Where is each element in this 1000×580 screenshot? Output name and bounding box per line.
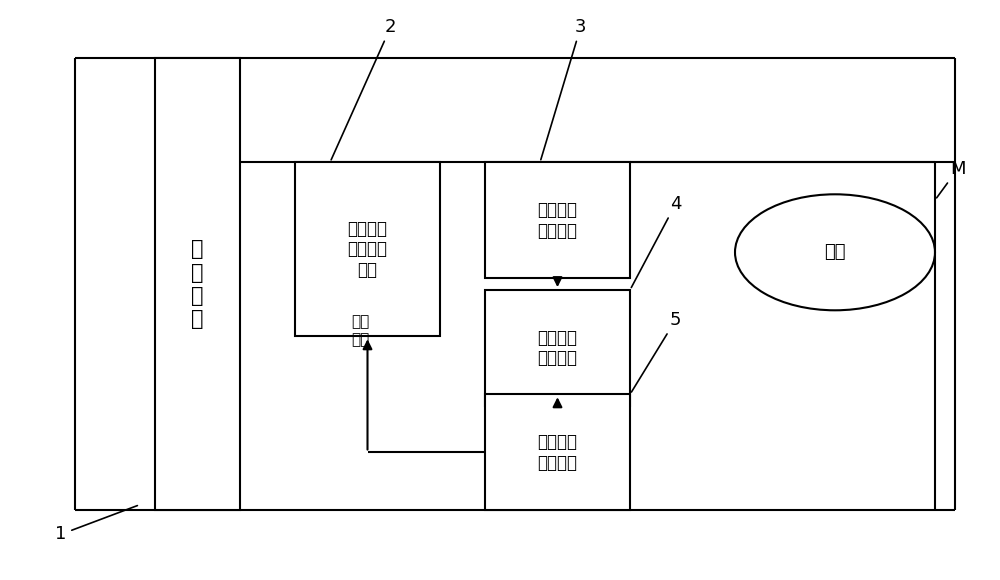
Text: 5: 5 [631,311,682,392]
Text: 电流检测
电路结构: 电流检测 电路结构 [538,201,578,240]
Text: 速度
反馈: 速度 反馈 [351,314,369,347]
Text: 供
电
电
源: 供 电 电 源 [191,240,204,329]
Bar [485,290,630,406]
Text: 2: 2 [331,18,396,160]
Text: 直流调速
控制电路
结构: 直流调速 控制电路 结构 [348,220,388,279]
Text: M: M [937,160,966,198]
Text: 1: 1 [55,506,137,543]
Bar [485,394,630,510]
Bar [155,58,240,510]
Text: 隔直放大
电路结构: 隔直放大 电路结构 [538,329,578,367]
Text: 处理比较
电路结构: 处理比较 电路结构 [538,433,578,472]
Text: 4: 4 [631,195,682,288]
Text: 3: 3 [541,18,586,160]
Bar [295,162,440,336]
Bar [485,162,630,278]
Text: 电机: 电机 [824,243,846,262]
